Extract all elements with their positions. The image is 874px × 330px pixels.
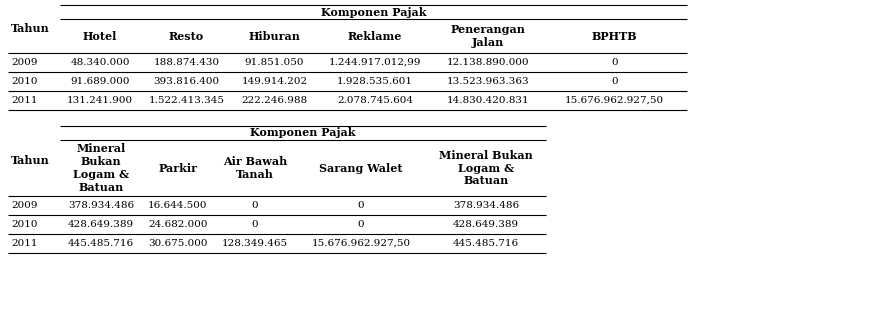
Text: Mineral
Bukan
Logam &
Batuan: Mineral Bukan Logam & Batuan	[73, 143, 129, 193]
Text: 14.830.420.831: 14.830.420.831	[447, 96, 530, 105]
Text: Resto: Resto	[169, 30, 205, 42]
Text: 1.522.413.345: 1.522.413.345	[149, 96, 225, 105]
Text: Hotel: Hotel	[83, 30, 117, 42]
Text: 2009: 2009	[11, 58, 38, 67]
Text: 91.689.000: 91.689.000	[70, 77, 129, 86]
Text: Komponen Pajak: Komponen Pajak	[321, 7, 427, 17]
Text: Tahun: Tahun	[11, 155, 50, 167]
Text: Air Bawah
Tanah: Air Bawah Tanah	[223, 156, 288, 180]
Text: 2009: 2009	[11, 201, 38, 210]
Text: 2010: 2010	[11, 220, 38, 229]
Text: 188.874.430: 188.874.430	[154, 58, 219, 67]
Text: 393.816.400: 393.816.400	[154, 77, 219, 86]
Text: 128.349.465: 128.349.465	[222, 239, 288, 248]
Text: 2011: 2011	[11, 96, 38, 105]
Text: 0: 0	[357, 201, 364, 210]
Text: Komponen Pajak: Komponen Pajak	[250, 127, 356, 139]
Text: 16.644.500: 16.644.500	[149, 201, 208, 210]
Text: Hiburan: Hiburan	[248, 30, 301, 42]
Text: Penerangan
Jalan: Penerangan Jalan	[451, 24, 525, 48]
Text: 378.934.486: 378.934.486	[453, 201, 519, 210]
Text: 30.675.000: 30.675.000	[149, 239, 208, 248]
Text: 131.241.900: 131.241.900	[67, 96, 133, 105]
Text: 0: 0	[357, 220, 364, 229]
Text: 24.682.000: 24.682.000	[149, 220, 208, 229]
Text: 445.485.716: 445.485.716	[68, 239, 134, 248]
Text: 1.244.917.012,99: 1.244.917.012,99	[329, 58, 421, 67]
Text: Parkir: Parkir	[158, 162, 198, 174]
Text: 0: 0	[611, 58, 618, 67]
Text: 149.914.202: 149.914.202	[241, 77, 308, 86]
Text: 13.523.963.363: 13.523.963.363	[447, 77, 530, 86]
Text: 2011: 2011	[11, 239, 38, 248]
Text: 91.851.050: 91.851.050	[245, 58, 304, 67]
Text: 1.928.535.601: 1.928.535.601	[337, 77, 413, 86]
Text: 0: 0	[252, 220, 259, 229]
Text: 15.676.962.927,50: 15.676.962.927,50	[311, 239, 411, 248]
Text: 48.340.000: 48.340.000	[70, 58, 129, 67]
Text: 2.078.745.604: 2.078.745.604	[337, 96, 413, 105]
Text: 222.246.988: 222.246.988	[241, 96, 308, 105]
Text: 445.485.716: 445.485.716	[453, 239, 519, 248]
Text: Tahun: Tahun	[11, 23, 50, 35]
Text: BPHTB: BPHTB	[592, 30, 637, 42]
Text: 428.649.389: 428.649.389	[453, 220, 519, 229]
Text: Mineral Bukan
Logam &
Batuan: Mineral Bukan Logam & Batuan	[439, 150, 533, 186]
Text: Sarang Walet: Sarang Walet	[319, 162, 403, 174]
Text: 428.649.389: 428.649.389	[68, 220, 134, 229]
Text: 0: 0	[252, 201, 259, 210]
Text: Reklame: Reklame	[348, 30, 402, 42]
Text: 0: 0	[611, 77, 618, 86]
Text: 378.934.486: 378.934.486	[68, 201, 134, 210]
Text: 12.138.890.000: 12.138.890.000	[447, 58, 530, 67]
Text: 2010: 2010	[11, 77, 38, 86]
Text: 15.676.962.927,50: 15.676.962.927,50	[565, 96, 664, 105]
